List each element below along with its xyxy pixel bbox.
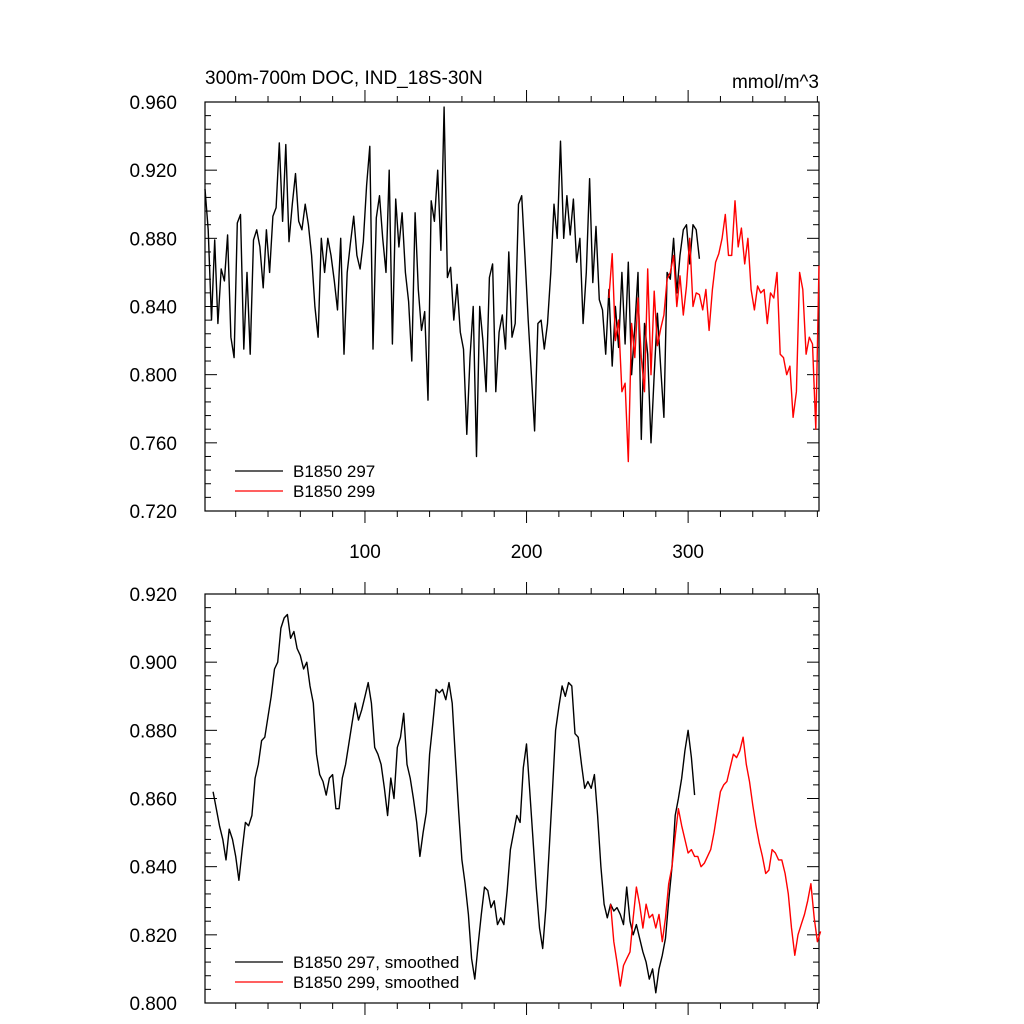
top-legend-label-b1850-297: B1850 297 xyxy=(293,462,375,481)
top-ytick-label: 0.720 xyxy=(129,502,177,523)
top-panel: 300m-700m DOC, IND_18S-30N mmol/m^3 0.96… xyxy=(129,68,820,563)
top-chart-title: 300m-700m DOC, IND_18S-30N xyxy=(205,68,483,89)
top-xtick-label: 300 xyxy=(672,542,704,563)
bottom-legend: B1850 297, smoothed B1850 299, smoothed xyxy=(235,953,459,992)
top-chart-units: mmol/m^3 xyxy=(732,72,819,93)
top-ytick-label: 0.840 xyxy=(129,298,177,319)
bottom-series-line-0 xyxy=(212,613,696,994)
bottom-ytick-label: 0.900 xyxy=(129,653,177,674)
top-series-line-1 xyxy=(608,200,820,463)
top-legend: B1850 297 B1850 299 xyxy=(235,462,375,501)
bottom-plot-frame xyxy=(204,593,820,1004)
bottom-legend-label-b1850-299-smoothed: B1850 299, smoothed xyxy=(293,973,459,992)
top-series-lines xyxy=(204,106,820,463)
top-ytick-label: 0.880 xyxy=(129,229,177,250)
top-ytick-label: 0.800 xyxy=(129,366,177,387)
bottom-axis-ticks: 0.920 0.900 0.880 0.860 0.840 0.820 0.800 xyxy=(129,582,819,1015)
top-plot-frame xyxy=(204,101,820,512)
top-xtick-label: 100 xyxy=(349,542,381,563)
top-legend-label-b1850-299: B1850 299 xyxy=(293,482,375,501)
bottom-series-lines xyxy=(212,613,822,994)
bottom-ytick-label: 0.920 xyxy=(129,585,177,606)
bottom-ytick-label: 0.880 xyxy=(129,721,177,742)
top-xtick-label: 200 xyxy=(511,542,543,563)
top-ytick-label: 0.760 xyxy=(129,434,177,455)
bottom-series-line-1 xyxy=(609,736,822,987)
top-axis-ticks: 0.960 0.920 0.880 0.840 0.800 0.760 0.720 100 20… xyxy=(129,90,819,563)
bottom-ytick-label: 0.860 xyxy=(129,790,177,811)
bottom-ytick-label: 0.820 xyxy=(129,926,177,947)
bottom-legend-label-b1850-297-smoothed: B1850 297, smoothed xyxy=(293,953,459,972)
bottom-ytick-label: 0.800 xyxy=(129,994,177,1015)
top-ytick-label: 0.920 xyxy=(129,161,177,182)
bottom-ytick-label: 0.840 xyxy=(129,858,177,879)
top-series-line-0 xyxy=(204,106,701,458)
bottom-panel: 0.920 0.900 0.880 0.860 0.840 0.820 0.800 B185… xyxy=(129,582,822,1015)
top-ytick-label: 0.960 xyxy=(129,93,177,114)
